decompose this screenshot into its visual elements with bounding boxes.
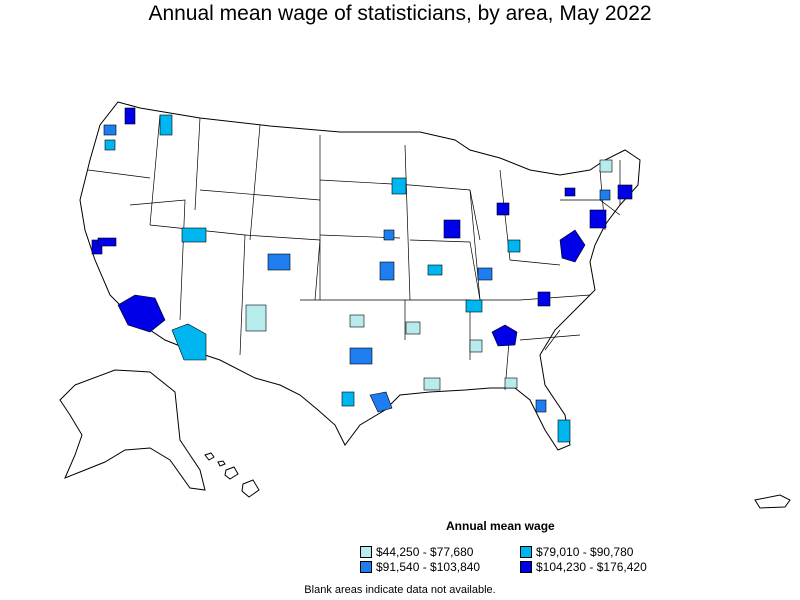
legend-swatch bbox=[360, 546, 372, 558]
legend-label: $91,540 - $103,840 bbox=[376, 560, 481, 574]
legend-label: $79,010 - $90,780 bbox=[536, 545, 634, 559]
legend-swatch bbox=[520, 561, 532, 573]
legend-item-tier-3: $91,540 - $103,840 bbox=[360, 560, 480, 574]
legend-item-tier-2: $79,010 - $90,780 bbox=[520, 545, 633, 559]
alaska-outline bbox=[59, 369, 206, 491]
puerto-rico-outline bbox=[754, 494, 791, 509]
legend-swatch bbox=[520, 546, 532, 558]
hawaii-outline bbox=[204, 452, 260, 498]
legend-item-tier-1: $44,250 - $77,680 bbox=[360, 545, 473, 559]
metro-areas bbox=[91, 107, 633, 443]
legend-title: Annual mean wage bbox=[446, 519, 555, 533]
state-borders bbox=[87, 114, 621, 391]
footnote: Blank areas indicate data not available. bbox=[304, 584, 496, 596]
map-title: Annual mean wage of statisticians, by ar… bbox=[148, 2, 652, 25]
legend-swatch bbox=[360, 561, 372, 573]
legend-item-tier-4: $104,230 - $176,420 bbox=[520, 560, 647, 574]
legend-label: $44,250 - $77,680 bbox=[376, 545, 474, 559]
legend-label: $104,230 - $176,420 bbox=[536, 560, 647, 574]
